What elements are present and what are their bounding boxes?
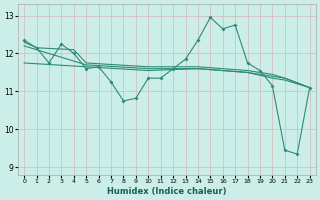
- X-axis label: Humidex (Indice chaleur): Humidex (Indice chaleur): [107, 187, 227, 196]
